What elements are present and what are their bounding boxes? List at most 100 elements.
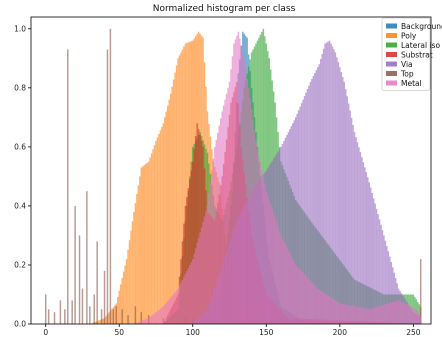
histogram-bar: [267, 195, 269, 324]
plot-frame: [30, 16, 432, 325]
histogram-bar: [359, 307, 362, 324]
histogram-bar: [143, 165, 145, 324]
legend-entry-metal: Metal: [386, 79, 422, 88]
histogram-bar: [315, 70, 318, 324]
series-metal: [136, 31, 422, 325]
histogram-bar: [321, 291, 323, 324]
histogram-bar: [64, 309, 66, 324]
histogram-bar: [275, 222, 278, 324]
histogram-bar: [177, 288, 179, 324]
histogram-bar: [350, 305, 353, 324]
histogram-bar: [156, 137, 159, 324]
histogram-bar: [158, 309, 160, 324]
histogram-bar: [286, 135, 288, 324]
histogram-bar: [127, 249, 129, 324]
histogram-bar: [140, 321, 143, 324]
histogram-bar: [265, 191, 268, 324]
histogram-bar: [187, 42, 190, 325]
y-tick-label: 0.6: [14, 143, 26, 152]
histogram-bar: [361, 307, 363, 324]
legend-swatch: [386, 33, 397, 38]
histogram-bar: [339, 67, 341, 325]
histogram-bar: [122, 271, 125, 324]
histogram-bar: [353, 132, 356, 324]
histogram-bar: [121, 278, 123, 324]
histogram-bar: [306, 89, 309, 325]
histogram-bar: [337, 302, 340, 324]
histogram-bar: [368, 182, 370, 324]
histogram-bar: [194, 136, 197, 324]
histogram-bar: [67, 49, 69, 324]
histogram-bar: [168, 99, 170, 325]
histogram-bar: [175, 65, 178, 325]
histogram-bar: [384, 240, 387, 324]
histogram-bar: [322, 292, 325, 324]
histogram-bar: [297, 268, 300, 324]
histogram-bar: [155, 140, 157, 324]
y-tick-label: 0.8: [14, 84, 26, 93]
histogram-bar: [217, 132, 219, 324]
histogram-bar: [314, 73, 316, 324]
histogram-bar: [327, 295, 329, 324]
histogram-bar: [134, 306, 137, 324]
histogram-bar: [375, 307, 378, 324]
histogram-bar: [375, 208, 378, 324]
histogram-bar: [339, 303, 341, 324]
histogram-bar: [130, 230, 132, 324]
histogram-bar: [147, 318, 150, 324]
histogram-bar: [296, 113, 298, 324]
histogram-bar: [186, 42, 188, 324]
histogram-bar: [174, 72, 176, 324]
histogram-bar: [414, 308, 416, 324]
histogram-bar: [344, 304, 347, 324]
histogram-bar: [355, 306, 357, 324]
histogram-bar: [406, 304, 409, 324]
histogram-bar: [227, 87, 229, 324]
x-tick-label: 150: [259, 328, 274, 337]
histogram-bar: [344, 89, 347, 324]
histogram-bar: [355, 137, 357, 324]
histogram-bar: [347, 305, 350, 324]
histogram-bar: [189, 264, 191, 324]
histogram-bar: [343, 81, 345, 324]
histogram-bar: [162, 306, 165, 324]
histogram-bar: [197, 237, 200, 324]
histogram-bar: [281, 238, 284, 324]
histogram-bar: [340, 72, 343, 324]
histogram-bar: [405, 304, 407, 324]
histogram-bar: [114, 305, 116, 324]
histogram-bar: [103, 270, 106, 324]
histogram-bar: [352, 305, 354, 324]
histogram-bar: [399, 301, 401, 324]
histogram-bar: [299, 269, 301, 324]
histogram-bar: [247, 87, 250, 324]
histogram-bar: [378, 306, 381, 324]
histogram-bar: [184, 43, 187, 324]
histogram-bar: [205, 211, 207, 324]
histogram-bar: [392, 302, 394, 324]
x-tick-label: 250: [406, 328, 421, 337]
histogram-bar: [365, 308, 368, 324]
histogram-bar: [386, 303, 388, 324]
histogram-bar: [328, 296, 331, 324]
histogram-bar: [286, 247, 288, 324]
histogram-bar: [117, 297, 119, 324]
histogram-bar: [100, 309, 103, 324]
legend-swatch: [386, 42, 397, 48]
histogram-bar: [324, 43, 326, 324]
histogram-bar: [119, 284, 122, 324]
histogram-bar: [356, 306, 359, 324]
histogram-bar: [102, 318, 104, 324]
histogram-bar: [358, 307, 360, 324]
histogram-bar: [411, 307, 413, 324]
histogram-bar: [96, 241, 98, 324]
histogram-bar: [402, 302, 404, 324]
histogram-bar: [250, 109, 253, 324]
histogram-bar: [369, 308, 372, 324]
histogram-bar: [169, 93, 172, 324]
histogram-bar: [211, 170, 213, 324]
legend-entry-via: Via: [386, 60, 413, 69]
histogram-bar: [303, 274, 306, 324]
histogram-bar: [134, 202, 137, 324]
histogram-bar: [143, 319, 145, 324]
